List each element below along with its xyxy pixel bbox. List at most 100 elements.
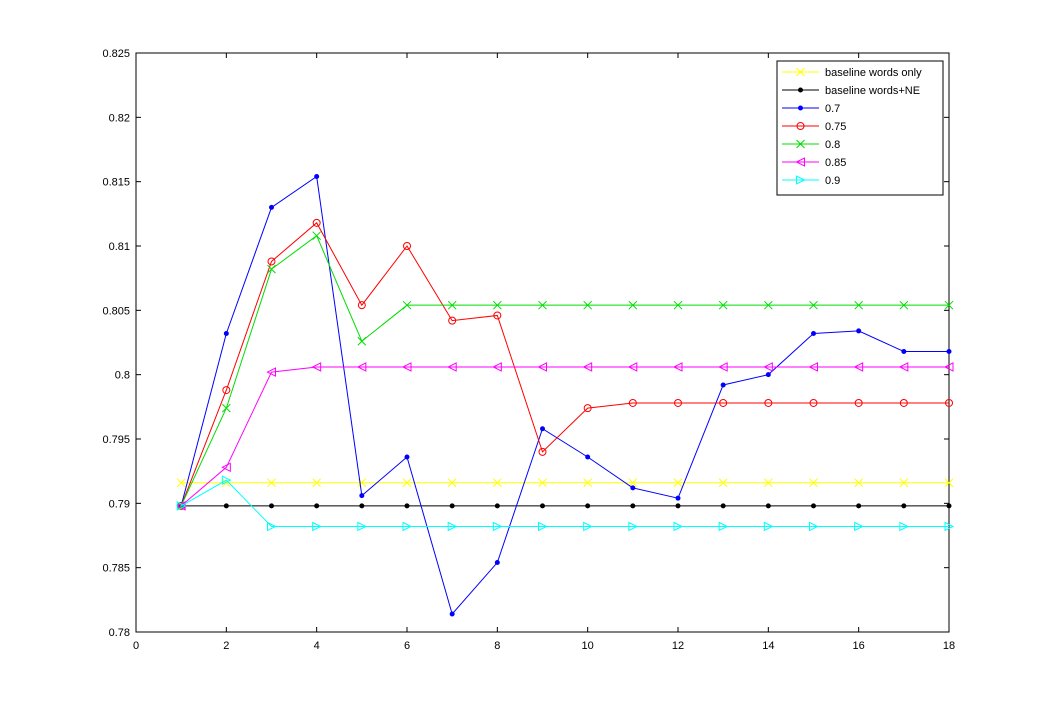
data-point bbox=[673, 478, 683, 488]
data-point bbox=[538, 478, 547, 488]
data-point bbox=[404, 454, 410, 460]
x-tick-label: 0 bbox=[133, 640, 139, 652]
data-point bbox=[628, 398, 637, 407]
data-point bbox=[764, 398, 773, 407]
series-line bbox=[180, 366, 949, 507]
x-tick-label: 8 bbox=[494, 640, 500, 652]
data-point bbox=[809, 478, 818, 488]
data-point bbox=[314, 174, 320, 180]
data-point bbox=[630, 503, 636, 509]
data-point bbox=[718, 521, 729, 532]
data-point bbox=[447, 300, 457, 310]
data-point bbox=[944, 521, 955, 532]
data-point bbox=[311, 362, 322, 372]
legend-entry: 0.75 bbox=[782, 121, 846, 133]
series-5 bbox=[176, 362, 954, 511]
data-point bbox=[356, 362, 367, 372]
data-point bbox=[267, 478, 276, 488]
data-point bbox=[718, 478, 728, 488]
data-point bbox=[899, 300, 909, 310]
data-point bbox=[674, 398, 682, 407]
data-point bbox=[176, 478, 186, 488]
legend-label: 0.75 bbox=[825, 121, 846, 133]
data-point bbox=[267, 257, 276, 266]
data-point bbox=[583, 300, 593, 310]
y-tick-label: 0.82 bbox=[109, 112, 130, 124]
data-point bbox=[582, 362, 593, 372]
data-point bbox=[357, 301, 366, 310]
data-point bbox=[269, 204, 274, 210]
data-point bbox=[946, 349, 952, 355]
data-point bbox=[401, 362, 412, 372]
data-point bbox=[628, 300, 638, 310]
data-point bbox=[221, 462, 231, 473]
data-point bbox=[223, 503, 229, 509]
x-tick-label: 14 bbox=[762, 640, 774, 652]
y-tick-label: 0.825 bbox=[102, 48, 130, 60]
data-point bbox=[718, 362, 728, 372]
data-point bbox=[221, 403, 231, 413]
data-point bbox=[267, 264, 276, 274]
data-point bbox=[538, 300, 547, 310]
data-point bbox=[763, 478, 773, 488]
data-point bbox=[719, 398, 728, 407]
legend-entry: baseline words+NE bbox=[782, 85, 920, 97]
data-point bbox=[675, 503, 681, 509]
legend-box bbox=[776, 60, 944, 196]
data-point bbox=[492, 362, 502, 372]
data-point bbox=[809, 521, 819, 532]
data-point bbox=[540, 426, 545, 432]
data-point bbox=[856, 328, 862, 334]
data-point bbox=[673, 521, 684, 532]
data-point bbox=[221, 475, 232, 485]
legend-entry: 0.8 bbox=[782, 139, 840, 151]
x-tick-label: 12 bbox=[672, 640, 684, 652]
data-point bbox=[943, 362, 954, 372]
legend-swatch-marker bbox=[795, 157, 805, 167]
data-point bbox=[266, 367, 276, 377]
data-point bbox=[945, 398, 953, 407]
data-point bbox=[312, 478, 322, 488]
data-point bbox=[221, 478, 231, 488]
series-line bbox=[180, 222, 949, 507]
legend-entry: 0.9 bbox=[782, 175, 840, 187]
data-point bbox=[357, 521, 367, 532]
data-point bbox=[763, 362, 773, 372]
data-point bbox=[944, 478, 954, 488]
data-point bbox=[854, 521, 864, 532]
data-point bbox=[899, 398, 908, 407]
legend-label: baseline words only bbox=[825, 67, 922, 79]
y-tick-label: 0.795 bbox=[102, 434, 130, 446]
y-tick-label: 0.815 bbox=[102, 177, 130, 189]
series-4 bbox=[176, 231, 954, 511]
data-point bbox=[359, 503, 365, 509]
data-point bbox=[223, 330, 229, 336]
data-point bbox=[583, 404, 592, 413]
data-point bbox=[628, 521, 638, 532]
data-point bbox=[899, 478, 909, 488]
data-point bbox=[853, 362, 864, 372]
data-point bbox=[267, 521, 277, 532]
data-point bbox=[718, 300, 728, 310]
data-point bbox=[494, 503, 500, 509]
data-point bbox=[447, 521, 458, 532]
data-point bbox=[402, 521, 413, 532]
data-point bbox=[583, 478, 593, 488]
y-tick-label: 0.805 bbox=[102, 305, 130, 317]
data-point bbox=[946, 503, 952, 509]
data-point bbox=[403, 242, 411, 250]
data-point bbox=[447, 478, 457, 488]
data-point bbox=[854, 398, 863, 407]
data-point bbox=[449, 611, 455, 617]
x-tick-label: 16 bbox=[853, 640, 865, 652]
data-point bbox=[856, 503, 862, 509]
data-point bbox=[627, 362, 638, 372]
data-point bbox=[765, 503, 771, 509]
legend: baseline words only baseline words+NE 0.7 0… bbox=[776, 60, 944, 196]
data-point bbox=[402, 300, 412, 310]
data-point bbox=[672, 362, 683, 372]
x-tick-label: 2 bbox=[223, 640, 229, 652]
data-point bbox=[402, 478, 412, 488]
data-point bbox=[449, 503, 455, 509]
